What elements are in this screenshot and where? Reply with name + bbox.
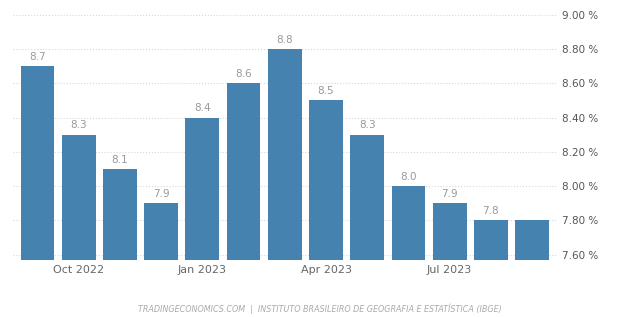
Bar bbox=[20, 66, 54, 317]
Text: 8.6: 8.6 bbox=[236, 69, 252, 79]
Text: 8.4: 8.4 bbox=[194, 103, 211, 113]
Text: 7.8: 7.8 bbox=[483, 206, 499, 216]
Text: 8.5: 8.5 bbox=[317, 86, 334, 96]
Bar bbox=[309, 100, 343, 317]
Text: 8.0: 8.0 bbox=[400, 172, 417, 182]
Bar bbox=[186, 118, 220, 317]
Text: 8.7: 8.7 bbox=[29, 52, 46, 62]
Text: 8.3: 8.3 bbox=[70, 120, 87, 130]
Bar bbox=[103, 169, 137, 317]
Text: 7.9: 7.9 bbox=[153, 189, 170, 199]
Bar bbox=[392, 186, 426, 317]
Text: 7.9: 7.9 bbox=[442, 189, 458, 199]
Bar bbox=[268, 49, 301, 317]
Text: 8.3: 8.3 bbox=[359, 120, 376, 130]
Bar bbox=[433, 203, 467, 317]
Bar bbox=[144, 203, 178, 317]
Bar bbox=[515, 221, 549, 317]
Text: TRADINGECONOMICS.COM  |  INSTITUTO BRASILEIRO DE GEOGRAFIA E ESTATÍSTICA (IBGE): TRADINGECONOMICS.COM | INSTITUTO BRASILE… bbox=[138, 303, 502, 314]
Bar bbox=[350, 135, 384, 317]
Text: 8.8: 8.8 bbox=[276, 35, 293, 45]
Bar bbox=[474, 221, 508, 317]
Text: 8.1: 8.1 bbox=[111, 155, 128, 165]
Bar bbox=[227, 83, 260, 317]
Bar bbox=[62, 135, 95, 317]
